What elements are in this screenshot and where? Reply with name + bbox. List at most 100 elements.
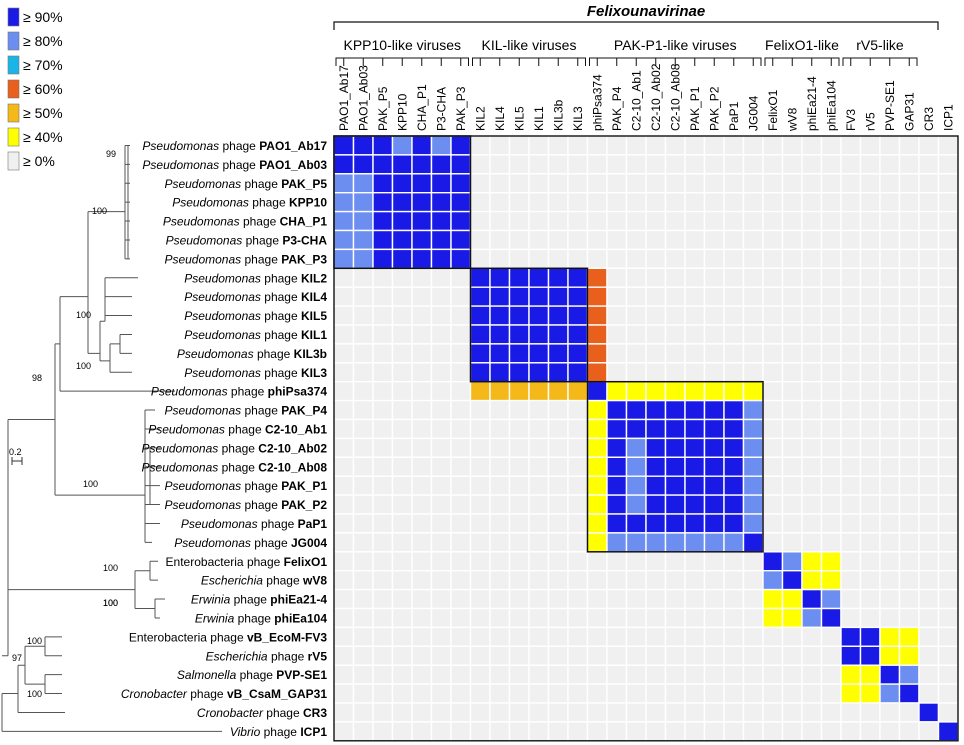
scale-bar: [11, 457, 23, 465]
heatmap-cell: [879, 324, 901, 345]
heatmap-cell: [411, 626, 433, 648]
heatmap-cell: [528, 248, 550, 269]
heatmap-cell: [469, 475, 491, 496]
heatmap-cell: [645, 570, 667, 591]
column-label: KIL1: [532, 106, 546, 131]
heatmap-cell: [664, 532, 686, 553]
heatmap-cell: [801, 343, 823, 364]
heatmap-cell: [781, 683, 803, 704]
heatmap-cell: [762, 532, 784, 553]
heatmap-cell: [781, 210, 803, 232]
heatmap-cell: [918, 399, 940, 421]
heatmap-cell: [742, 191, 764, 213]
heatmap-cell: [508, 626, 530, 648]
heatmap-cell: [703, 588, 725, 610]
heatmap-cell: [606, 135, 628, 156]
heatmap-cell: [450, 607, 472, 629]
heatmap-cell: [723, 343, 745, 364]
heatmap-cell: [703, 418, 725, 440]
heatmap-cell: [489, 626, 511, 648]
heatmap-cell: [333, 135, 355, 156]
heatmap-cell: [820, 532, 842, 553]
heatmap-cell: [762, 135, 784, 156]
heatmap-cell: [625, 248, 647, 269]
heatmap-cell: [781, 702, 803, 723]
heatmap-cell: [391, 154, 413, 175]
heatmap-cell: [762, 191, 784, 213]
heatmap-cell: [372, 532, 394, 553]
heatmap-cell: [937, 570, 959, 591]
heatmap-cell: [606, 229, 628, 251]
heatmap-cell: [547, 173, 569, 194]
heatmap-cell: [859, 135, 881, 156]
heatmap-cell: [879, 664, 901, 685]
heatmap-cell: [625, 305, 647, 326]
heatmap-cell: [586, 324, 608, 345]
heatmap-cell: [684, 210, 706, 232]
heatmap-cell: [742, 551, 764, 572]
heatmap-cell: [840, 210, 862, 232]
column-label: C2-10_Ab02: [649, 63, 663, 131]
heatmap-cell: [801, 702, 823, 723]
heatmap-cell: [450, 191, 472, 213]
heatmap-cell: [352, 173, 374, 194]
heatmap-cell: [528, 210, 550, 232]
heatmap-cell: [820, 437, 842, 458]
heatmap-cell: [547, 551, 569, 572]
heatmap-cell: [508, 399, 530, 421]
heatmap-cell: [684, 267, 706, 288]
heatmap-cell: [391, 475, 413, 496]
heatmap-cell: [840, 135, 862, 156]
heatmap-cell: [333, 702, 355, 723]
heatmap-cell: [372, 381, 394, 402]
heatmap-cell: [333, 475, 355, 496]
heatmap-cell: [879, 588, 901, 610]
heatmap-cell: [820, 362, 842, 383]
heatmap-cell: [333, 362, 355, 383]
heatmap-cell: [469, 191, 491, 213]
heatmap-cell: [333, 437, 355, 458]
heatmap-cell: [684, 664, 706, 685]
heatmap-cell: [781, 645, 803, 666]
heatmap-cell: [430, 683, 452, 704]
heatmap-cell: [840, 683, 862, 704]
bootstrap-value: 98: [32, 373, 42, 383]
heatmap-cell: [528, 418, 550, 440]
color-legend: ≥ 90% ≥ 80% ≥ 70% ≥ 60% ≥ 50% ≥ 40% ≥ 0%: [7, 7, 63, 171]
heatmap-cell: [411, 399, 433, 421]
heatmap-cell: [645, 343, 667, 364]
heatmap-cell: [508, 702, 530, 723]
heatmap-cell: [469, 494, 491, 515]
heatmap-cell: [781, 532, 803, 553]
heatmap-cell: [742, 248, 764, 269]
heatmap-cell: [820, 191, 842, 213]
heatmap-cell: [898, 286, 920, 307]
heatmap-cell: [625, 343, 647, 364]
heatmap-cell: [723, 437, 745, 458]
heatmap-cell: [742, 494, 764, 515]
heatmap-cell: [547, 286, 569, 307]
heatmap-cell: [489, 173, 511, 194]
heatmap-cell: [489, 191, 511, 213]
heatmap-cell: [547, 210, 569, 232]
heatmap-cell: [489, 418, 511, 440]
heatmap-cell: [450, 210, 472, 232]
heatmap-cell: [411, 343, 433, 364]
column-label: CR3: [922, 107, 936, 131]
legend-swatch: [7, 103, 20, 123]
heatmap-cell: [645, 248, 667, 269]
heatmap-cell: [684, 607, 706, 629]
heatmap-cell: [547, 702, 569, 723]
heatmap-cell: [352, 418, 374, 440]
heatmap-cell: [450, 664, 472, 685]
heatmap-cell: [391, 324, 413, 345]
heatmap-cell: [879, 305, 901, 326]
heatmap-cell: [411, 135, 433, 156]
heatmap-cell: [528, 456, 550, 477]
heatmap-cell: [489, 210, 511, 232]
heatmap-cell: [391, 135, 413, 156]
heatmap-cell: [742, 381, 764, 402]
heatmap-cell: [703, 494, 725, 515]
heatmap-cell: [645, 267, 667, 288]
heatmap-cell: [372, 362, 394, 383]
